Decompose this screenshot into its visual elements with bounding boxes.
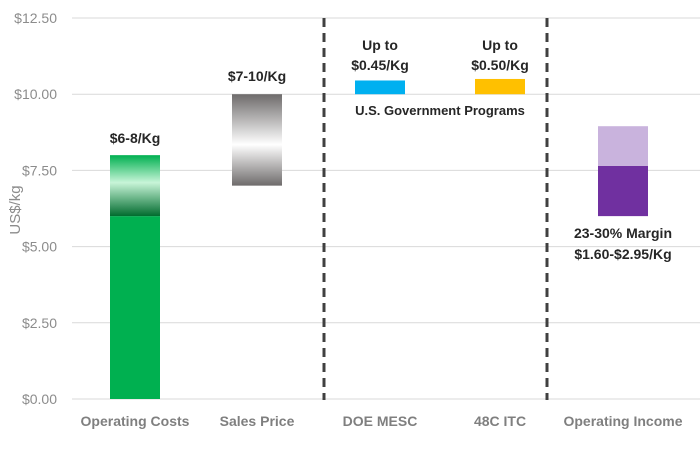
x-tick-label: DOE MESC: [343, 413, 418, 429]
bar-segment: [355, 80, 405, 95]
bar-segment: [110, 155, 160, 217]
y-tick-label: $0.00: [22, 391, 57, 407]
bar-segment: [475, 78, 525, 95]
bar-segment: [110, 216, 160, 399]
annotation-margin-line2: $1.60-$2.95/Kg: [574, 246, 671, 262]
annotation-doe-mesc-line1: Up to: [362, 37, 398, 53]
x-tick-label: Operating Costs: [81, 413, 190, 429]
annotation-operating-costs: $6-8/Kg: [110, 130, 161, 146]
annotation-itc-line1: Up to: [482, 37, 518, 53]
y-tick-label: $2.50: [22, 315, 57, 331]
bar-segment: [232, 94, 282, 186]
y-tick-label: $7.50: [22, 162, 57, 178]
x-axis: Operating Costs Sales Price DOE MESC 48C IT…: [81, 413, 683, 429]
annotation-margin-line1: 23-30% Margin: [574, 225, 672, 241]
x-tick-label: Sales Price: [220, 413, 295, 429]
y-axis-title: US$/kg: [7, 185, 24, 234]
bar-segment: [598, 165, 648, 217]
y-tick-label: $10.00: [14, 86, 57, 102]
y-axis: $0.00 $2.50 $5.00 $7.50 $10.00 $12.50: [14, 10, 57, 407]
annotation-sales-price: $7-10/Kg: [228, 68, 286, 84]
x-tick-label: Operating Income: [563, 413, 682, 429]
annotation-gov-programs: U.S. Government Programs: [355, 103, 525, 118]
y-tick-label: $12.50: [14, 10, 57, 26]
bar-segment: [598, 126, 648, 166]
x-tick-label: 48C ITC: [474, 413, 526, 429]
bars: [110, 78, 648, 399]
annotation-itc-line2: $0.50/Kg: [471, 57, 529, 73]
annotation-doe-mesc-line2: $0.45/Kg: [351, 57, 409, 73]
y-tick-label: $5.00: [22, 239, 57, 255]
